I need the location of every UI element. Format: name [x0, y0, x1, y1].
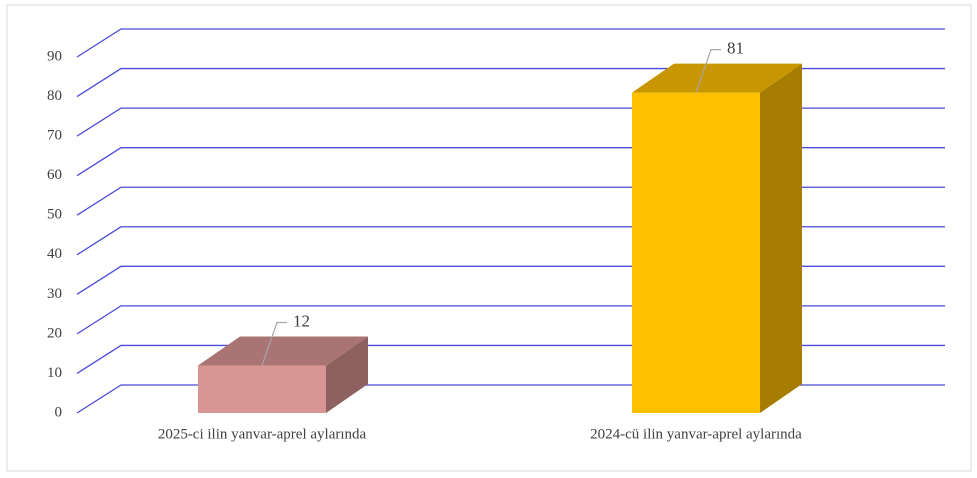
y-tick-label: 80 [47, 88, 62, 104]
x-tick-label: 2024-cü ilin yanvar-aprel aylarında [590, 426, 802, 442]
bar-side [326, 336, 368, 413]
bar-top [632, 63, 802, 93]
chart-frame [6, 4, 972, 472]
bar [198, 365, 326, 413]
y-tick-label: 20 [47, 325, 62, 341]
bar-top [198, 336, 368, 366]
y-tick-label: 10 [47, 365, 62, 381]
bar [632, 92, 760, 413]
y-tick-label: 90 [47, 48, 62, 64]
y-tick-label: 50 [47, 207, 62, 223]
y-tick-label: 0 [55, 404, 63, 420]
grid-line [76, 28, 945, 58]
x-tick-label: 2025-ci ilin yanvar-aprel aylarında [158, 426, 367, 442]
leader-line [261, 321, 287, 366]
bar-side [760, 63, 802, 413]
data-label: 12 [293, 311, 310, 330]
y-tick-label: 70 [47, 128, 62, 144]
data-label: 81 [727, 39, 744, 58]
leader-line [695, 48, 721, 93]
y-tick-label: 60 [47, 167, 62, 183]
y-tick-label: 40 [47, 246, 62, 262]
y-tick-label: 30 [47, 286, 62, 302]
